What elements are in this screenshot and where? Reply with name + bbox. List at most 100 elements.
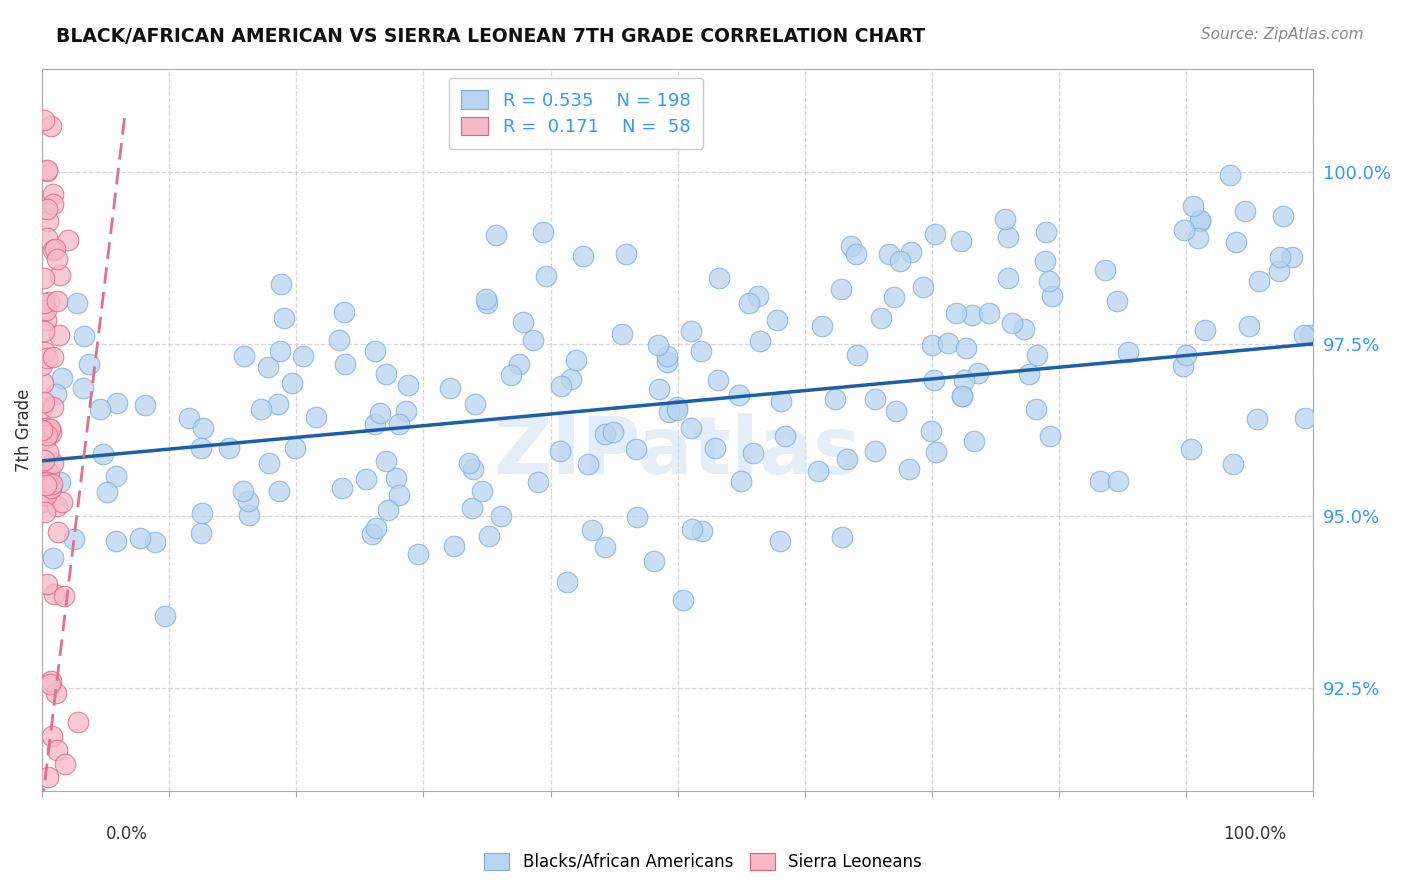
Point [1194,323,1216,337]
Point [35,475,58,489]
Point [34,431,56,445]
Point [34,270,56,285]
Point [478,529,501,543]
Point [1175,348,1198,362]
Point [384,471,406,485]
Point [1107,474,1129,488]
Y-axis label: 7th Grade: 7th Grade [15,388,32,472]
Point [257,456,280,470]
Point [238,508,260,523]
Point [1237,319,1260,334]
Point [884,404,907,418]
Point [31,358,53,372]
Point [595,427,617,442]
Text: BLACK/AFRICAN AMERICAN VS SIERRA LEONEAN 7TH GRADE CORRELATION CHART: BLACK/AFRICAN AMERICAN VS SIERRA LEONEAN… [56,27,925,45]
Point [845,247,868,261]
Point [967,366,990,380]
Point [330,481,353,495]
Point [41,400,63,414]
Point [284,442,307,456]
Point [811,318,834,333]
Point [35,576,58,591]
Point [333,305,356,319]
Point [105,468,128,483]
Point [269,344,291,359]
Point [863,443,886,458]
Point [953,373,976,387]
Point [1035,225,1057,239]
Point [1189,214,1212,228]
Point [572,249,595,263]
Point [49,475,72,489]
Point [672,593,695,607]
Point [501,368,523,383]
Point [105,534,128,549]
Point [1001,316,1024,330]
Point [610,327,633,342]
Point [38,295,60,310]
Point [522,333,544,347]
Point [977,306,1000,320]
Point [560,372,582,386]
Point [920,425,942,439]
Point [93,447,115,461]
Legend: R = 0.535    N = 198, R =  0.171    N =  58: R = 0.535 N = 198, R = 0.171 N = 58 [449,78,703,149]
Point [766,313,789,327]
Point [236,494,259,508]
Point [921,337,943,351]
Point [576,457,599,471]
Point [35,313,58,327]
Point [45,0,67,6]
Point [190,526,212,541]
Point [681,523,703,537]
Point [1247,274,1270,288]
Point [387,417,409,431]
Point [273,311,295,326]
Point [41,729,63,743]
Point [994,212,1017,227]
Point [333,357,356,371]
Point [655,354,678,368]
Point [1105,293,1128,308]
Point [190,506,212,520]
Point [32,295,55,310]
Point [647,338,669,352]
Point [35,202,58,216]
Point [42,456,65,470]
Point [648,382,671,396]
Point [1026,348,1049,362]
Point [666,401,689,415]
Point [66,715,89,730]
Point [950,389,973,403]
Point [396,378,419,392]
Point [41,477,63,491]
Point [49,268,72,282]
Point [690,344,713,359]
Point [997,271,1019,285]
Point [39,677,62,691]
Point [614,247,637,261]
Point [742,446,765,460]
Point [32,453,55,467]
Point [1188,212,1211,227]
Point [32,395,55,409]
Point [44,242,66,256]
Point [839,239,862,253]
Point [375,454,398,468]
Point [281,376,304,390]
Point [37,445,59,459]
Point [1268,250,1291,264]
Point [53,756,76,771]
Point [900,244,922,259]
Point [870,311,893,326]
Point [354,472,377,486]
Point [1025,402,1047,417]
Point [66,296,89,310]
Point [475,296,498,310]
Point [922,373,945,387]
Point [949,234,972,248]
Point [45,499,67,513]
Point [655,349,678,363]
Point [35,302,58,317]
Point [1040,289,1063,303]
